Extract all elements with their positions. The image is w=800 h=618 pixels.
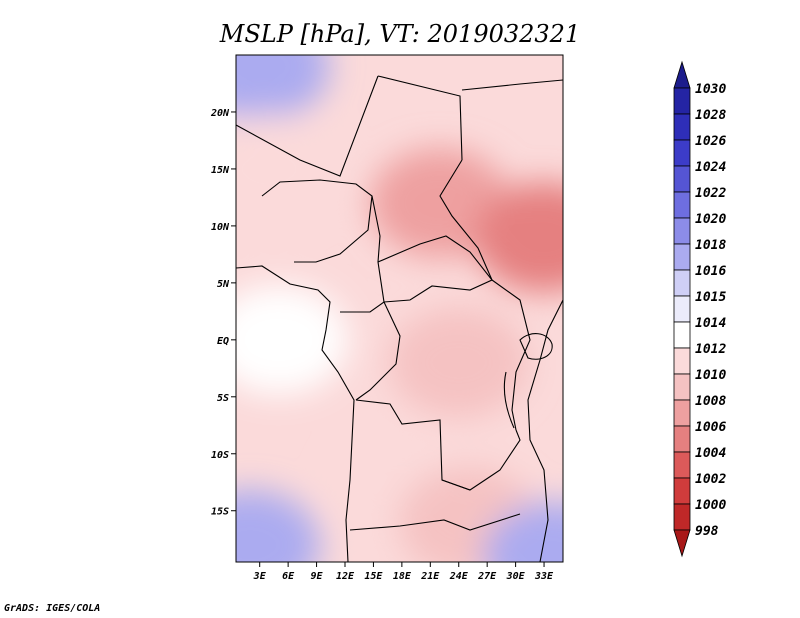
y-axis: 20N 15N 10N 5N EQ 5S 10S 15S xyxy=(210,108,236,518)
colorbar-swatch xyxy=(673,87,691,115)
y-tick-label: 20N xyxy=(210,108,230,119)
coastline-west xyxy=(236,265,355,562)
x-tick-label: 33E xyxy=(534,571,554,582)
pressure-field xyxy=(236,55,563,562)
colorbar-top-arrow xyxy=(673,60,691,89)
y-tick-label: 10N xyxy=(211,222,230,233)
colorbar-swatch xyxy=(673,139,691,167)
colorbar-swatch xyxy=(673,321,691,349)
colorbar-label: 998 xyxy=(695,524,719,539)
border-zambia xyxy=(441,429,521,491)
x-tick-label: 18E xyxy=(393,571,412,582)
y-tick-label: 15S xyxy=(211,507,229,518)
colorbar-label: 1002 xyxy=(695,472,726,487)
border-cameroon-car xyxy=(340,195,385,313)
pressure-region-sudan-heat-low xyxy=(474,182,563,293)
border-libya-chad xyxy=(377,75,463,161)
colorbar-bottom-arrow xyxy=(673,529,691,558)
x-tick-label: 30E xyxy=(506,571,526,582)
pressure-region-mozambique-channel xyxy=(483,501,563,562)
lake-tanganyika xyxy=(503,371,515,429)
colorbar-label: 1010 xyxy=(695,368,726,383)
colorbar-label: 1006 xyxy=(695,420,726,435)
colorbar-label: 1026 xyxy=(695,134,726,149)
x-tick-label: 9E xyxy=(311,571,324,582)
colorbar-swatch xyxy=(673,373,691,401)
colorbar-swatch xyxy=(673,451,691,479)
x-axis: 3E 6E 9E 12E 15E 18E 21E 24E 27E 30E 33E xyxy=(253,562,554,582)
x-tick-label: 6E xyxy=(282,571,295,582)
chart-title: MSLP [hPa], VT: 2019032321 xyxy=(219,20,580,48)
colorbar-swatch xyxy=(673,113,691,141)
y-tick-label: 15N xyxy=(211,165,230,176)
colorbar-label: 1022 xyxy=(695,186,726,201)
pressure-region-congo-basin xyxy=(388,307,529,418)
border-algeria-niger xyxy=(236,75,379,177)
colorbar: 1030 1028 1026 1024 1022 1020 1018 1016 1015 1014… xyxy=(673,60,726,558)
y-tick-label: 5N xyxy=(217,279,230,290)
border-drc-east xyxy=(491,279,531,431)
colorbar-swatch xyxy=(673,217,691,245)
colorbar-swatch xyxy=(673,243,691,271)
colorbar-label: 1000 xyxy=(695,498,726,513)
colorbar-label: 1016 xyxy=(695,264,726,279)
border-namibia xyxy=(349,513,521,531)
colorbar-label: 1008 xyxy=(695,394,726,409)
colorbar-label: 1028 xyxy=(695,108,726,123)
x-tick-label: 12E xyxy=(336,571,355,582)
grads-credit: GrADS: IGES/COLA xyxy=(4,603,101,614)
x-tick-label: 27E xyxy=(477,571,497,582)
colorbar-label: 1015 xyxy=(695,290,726,305)
pressure-region-gulf-of-guinea xyxy=(236,284,349,395)
country-borders xyxy=(236,75,563,562)
colorbar-swatch xyxy=(673,347,691,375)
pressure-region-south-atlantic-high xyxy=(236,489,321,562)
y-tick-label: 5S xyxy=(217,393,229,404)
x-tick-label: 24E xyxy=(449,571,469,582)
colorbar-label: 1014 xyxy=(695,316,726,331)
pressure-region-sahara-high-nw xyxy=(236,55,330,122)
colorbar-swatch xyxy=(673,191,691,219)
colorbar-label: 1012 xyxy=(695,342,726,357)
plot-frame xyxy=(235,54,564,563)
pressure-region-sahel-west xyxy=(236,113,340,224)
colorbar-swatch xyxy=(673,295,691,323)
colorbar-label: 1030 xyxy=(695,82,726,97)
colorbar-label: 1020 xyxy=(695,212,726,227)
border-chad-sudan xyxy=(439,159,493,281)
y-tick-label: 10S xyxy=(211,450,229,461)
x-tick-label: 15E xyxy=(364,571,383,582)
colorbar-label: 1004 xyxy=(695,446,726,461)
colorbar-label: 1024 xyxy=(695,160,726,175)
colorbar-swatch xyxy=(673,399,691,427)
colorbar-swatch xyxy=(673,477,691,505)
x-tick-label: 21E xyxy=(420,571,440,582)
colorbar-swatch xyxy=(673,503,691,531)
colorbar-swatch xyxy=(673,165,691,193)
colorbar-swatch xyxy=(673,269,691,297)
lake-victoria xyxy=(519,333,553,360)
y-tick-label: EQ xyxy=(217,336,229,347)
colorbar-label: 1018 xyxy=(695,238,726,253)
border-sudan-ethiopia xyxy=(461,79,563,91)
x-tick-label: 3E xyxy=(253,571,267,582)
colorbar-swatch xyxy=(673,425,691,453)
coastline-east xyxy=(527,299,563,562)
border-drc-north xyxy=(355,301,401,401)
